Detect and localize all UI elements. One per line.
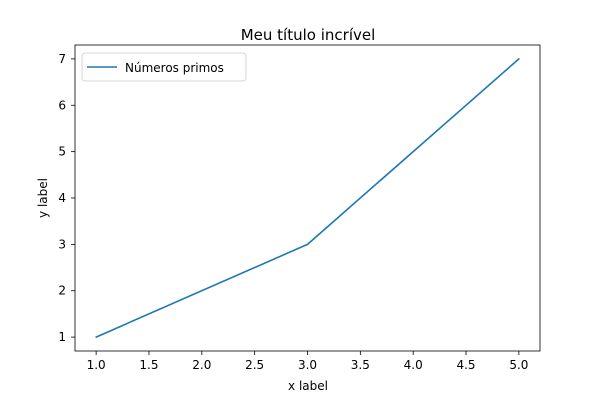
x-axis-label: x label bbox=[288, 379, 328, 393]
y-tick-label: 5 bbox=[58, 145, 66, 159]
legend-box bbox=[81, 52, 247, 82]
x-tick-label: 3.5 bbox=[351, 358, 370, 372]
series-layer bbox=[95, 58, 520, 338]
y-axis-label: y label bbox=[36, 178, 50, 218]
x-tick-label: 3.0 bbox=[298, 358, 317, 372]
y-tick-label: 3 bbox=[58, 237, 66, 251]
y-tick-label: 2 bbox=[58, 284, 66, 298]
y-tick-label: 1 bbox=[58, 330, 66, 344]
legend-entry-label: Números primos bbox=[125, 61, 224, 75]
chart-title: Meu título incrível bbox=[241, 26, 376, 44]
x-axis-ticks: 1.0 1.5 2.0 2.5 3.0 3.5 4.0 4.5 5.0 bbox=[87, 351, 528, 372]
legend: Números primos bbox=[81, 52, 247, 82]
y-tick-label: 6 bbox=[58, 98, 66, 112]
y-tick-label: 4 bbox=[58, 191, 66, 205]
y-axis-ticks: 1 2 3 4 5 6 7 bbox=[58, 52, 75, 344]
x-tick-label: 2.5 bbox=[245, 358, 264, 372]
x-tick-label: 1.5 bbox=[139, 358, 158, 372]
x-tick-label: 4.5 bbox=[456, 358, 475, 372]
series-line-0 bbox=[95, 58, 520, 338]
plot-area-frame bbox=[74, 44, 541, 352]
x-tick-label: 2.0 bbox=[192, 358, 211, 372]
x-tick-label: 1.0 bbox=[87, 358, 106, 372]
y-tick-label: 7 bbox=[58, 52, 66, 66]
x-tick-label: 5.0 bbox=[509, 358, 528, 372]
x-tick-label: 4.0 bbox=[404, 358, 423, 372]
